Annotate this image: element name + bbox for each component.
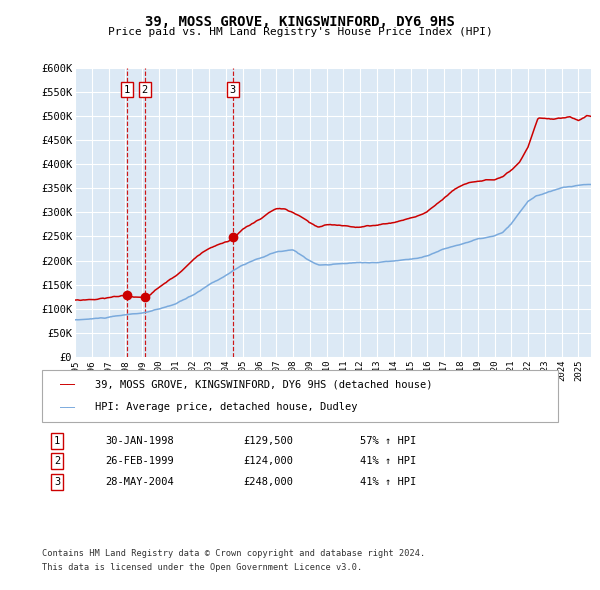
Text: £248,000: £248,000 xyxy=(243,477,293,487)
Text: 26-FEB-1999: 26-FEB-1999 xyxy=(105,457,174,466)
Text: £124,000: £124,000 xyxy=(243,457,293,466)
Text: Price paid vs. HM Land Registry's House Price Index (HPI): Price paid vs. HM Land Registry's House … xyxy=(107,27,493,37)
Text: 39, MOSS GROVE, KINGSWINFORD, DY6 9HS (detached house): 39, MOSS GROVE, KINGSWINFORD, DY6 9HS (d… xyxy=(95,379,432,389)
Text: 41% ↑ HPI: 41% ↑ HPI xyxy=(360,477,416,487)
Text: 41% ↑ HPI: 41% ↑ HPI xyxy=(360,457,416,466)
Text: 3: 3 xyxy=(54,477,60,487)
Text: 30-JAN-1998: 30-JAN-1998 xyxy=(105,437,174,446)
Text: £129,500: £129,500 xyxy=(243,437,293,446)
Text: ——: —— xyxy=(60,401,75,414)
Text: 57% ↑ HPI: 57% ↑ HPI xyxy=(360,437,416,446)
Text: 2: 2 xyxy=(54,457,60,466)
Text: 2: 2 xyxy=(142,84,148,94)
Text: 1: 1 xyxy=(124,84,130,94)
Text: 3: 3 xyxy=(230,84,236,94)
Text: ——: —— xyxy=(60,378,75,391)
Text: HPI: Average price, detached house, Dudley: HPI: Average price, detached house, Dudl… xyxy=(95,402,358,412)
Text: 39, MOSS GROVE, KINGSWINFORD, DY6 9HS: 39, MOSS GROVE, KINGSWINFORD, DY6 9HS xyxy=(145,15,455,29)
Text: 28-MAY-2004: 28-MAY-2004 xyxy=(105,477,174,487)
Text: 1: 1 xyxy=(54,437,60,446)
Text: Contains HM Land Registry data © Crown copyright and database right 2024.: Contains HM Land Registry data © Crown c… xyxy=(42,549,425,558)
Text: This data is licensed under the Open Government Licence v3.0.: This data is licensed under the Open Gov… xyxy=(42,563,362,572)
